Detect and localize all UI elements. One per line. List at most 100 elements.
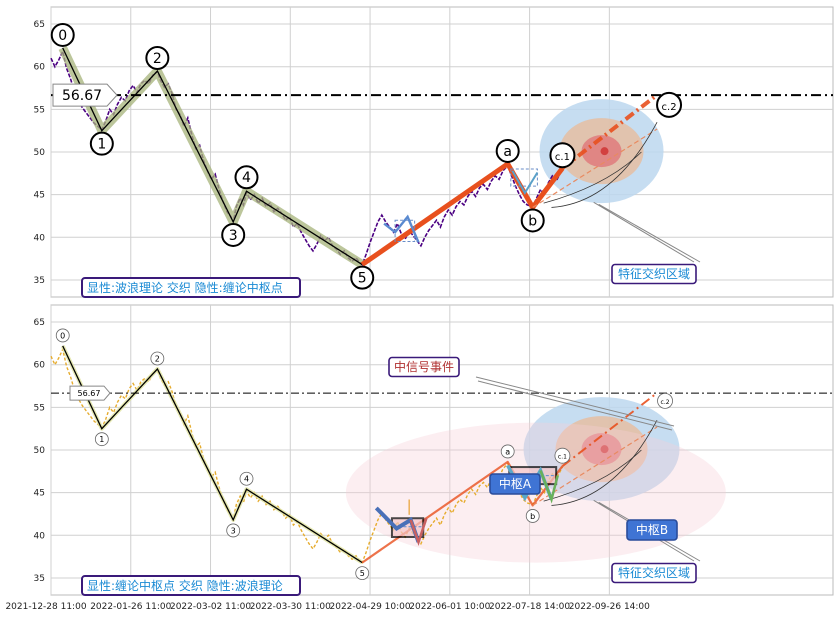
pivot-stroke-b2 [539, 470, 559, 504]
wave-point-5-marker [350, 265, 375, 290]
wave-point-1-marker [94, 432, 109, 447]
wave-point-4: 4 [242, 170, 251, 186]
feature-region-label-box [611, 263, 697, 285]
caption-box [81, 277, 301, 298]
signal-event-label-box [388, 356, 460, 378]
wave-point-c.2-marker [657, 392, 673, 409]
y-tick-label: 65 [34, 318, 45, 328]
wave-point-b-marker [525, 509, 540, 523]
signal-event-label: 中信号事件 [394, 359, 454, 374]
x-tick-label: 2022-01-26 11:00 [90, 602, 171, 612]
y-tick-label: 40 [34, 531, 46, 541]
guide-arc [543, 151, 642, 204]
wave-point-2-marker [145, 45, 170, 70]
wave-point-0-marker [55, 328, 70, 343]
wave-point-4-marker [239, 471, 254, 486]
caption-box [81, 575, 301, 596]
wave-point-3-marker [221, 222, 246, 247]
wave-point-5-marker [355, 566, 370, 580]
wave-point-2: 2 [153, 51, 162, 67]
x-axis: 2021-12-28 11:00 2022-01-26 11:002022-03-… [5, 602, 650, 612]
signal-event-arrow [475, 376, 675, 431]
pivot-stroke [383, 214, 420, 243]
wave-point-c.2: c.2 [661, 399, 670, 406]
x-tick-label: 2021-12-28 11:00 [5, 602, 86, 612]
panel-bottom: 3540455055606556.67012345abc.1c.2显性:缠论中枢… [34, 304, 834, 596]
wave-point-a-marker [495, 138, 520, 163]
y-tick-label: 50 [34, 148, 46, 158]
x-tick-label: 2022-04-29 10:00 [330, 602, 411, 612]
wave-point-3: 3 [229, 228, 238, 244]
pivot-a-label: 中枢A [499, 476, 532, 491]
wave-point-b: b [530, 512, 535, 521]
wave-point-5: 5 [360, 569, 365, 578]
y-tick-label: 40 [34, 233, 46, 243]
wave-point-c.1-marker [549, 142, 576, 169]
pivot-a-label-box [489, 473, 541, 495]
reference-level-tag [52, 83, 118, 107]
impulse-wave-line [62, 47, 363, 266]
projection-line-secondary [532, 128, 658, 208]
y-tick-label: 55 [34, 105, 45, 115]
y-tick-label: 60 [34, 63, 46, 73]
y-tick-label: 45 [34, 191, 45, 201]
panel-caption: 显性:缠论中枢点 交织 隐性:波浪理论 [87, 578, 283, 593]
wave-point-1: 1 [99, 435, 104, 444]
x-tick-label: 2022-09-26 14:00 [569, 602, 650, 612]
wave-point-4: 4 [244, 475, 249, 484]
guide-arc [551, 419, 658, 506]
feature-region-arrow [593, 201, 701, 263]
target-zone-core [600, 445, 609, 454]
wave-point-1-marker [89, 131, 114, 156]
y-tick-label: 60 [34, 361, 46, 371]
wave-point-c.1: c.1 [558, 454, 567, 461]
wave-point-0-marker [50, 22, 75, 47]
pivot-b-label-box [626, 519, 678, 541]
y-tick-label: 35 [34, 276, 45, 286]
pivot-stroke-a2 [409, 517, 428, 546]
guide-arc [543, 449, 642, 502]
y-tick-label: 35 [34, 574, 45, 584]
x-tick-label: 2022-07-18 14:00 [489, 602, 570, 612]
wave-point-c.1-marker [554, 447, 571, 464]
wave-point-a-marker [500, 444, 515, 459]
pivot-stroke [511, 170, 539, 195]
x-tick-label: 2022-03-30 11:00 [250, 602, 331, 612]
wave-point-b: b [528, 213, 537, 229]
y-tick-label: 65 [34, 20, 45, 30]
feature-region-label-box [611, 562, 697, 584]
wave-point-b-marker [520, 208, 545, 233]
wave-point-0: 0 [58, 28, 67, 44]
wave-point-5: 5 [358, 271, 367, 287]
x-tick-label: 2022-06-01 10:00 [409, 602, 490, 612]
y-tick-label: 45 [34, 489, 45, 499]
pivot-zone [510, 168, 538, 187]
impulse-wave-line [62, 345, 363, 564]
pivot-b-label: 中枢B [636, 522, 668, 537]
wave-point-2-marker [150, 351, 165, 366]
guide-arc [551, 121, 658, 208]
wave-point-c.2: c.2 [662, 102, 677, 113]
x-tick-label: 2022-03-02 11:00 [170, 602, 251, 612]
wave-point-3-marker [226, 523, 241, 538]
reference-level-value: 56.67 [62, 88, 102, 104]
panel-top: 3540455055606556.67012345abc.1c.2显性:波浪理论… [34, 6, 834, 298]
reference-level-tag [69, 385, 111, 401]
wave-point-a: a [503, 144, 512, 160]
price-line [50, 48, 564, 266]
reference-level-value: 56.67 [78, 389, 101, 398]
wave-point-a: a [505, 447, 510, 456]
y-tick-label: 50 [34, 446, 46, 456]
feature-region-label: 特征交织区域 [618, 565, 690, 580]
wave-point-1: 1 [97, 137, 106, 153]
target-zone-core [600, 147, 609, 156]
feature-region-label: 特征交织区域 [618, 266, 690, 281]
wave-point-3: 3 [231, 526, 236, 535]
y-tick-label: 55 [34, 403, 45, 413]
wave-point-4-marker [234, 165, 259, 190]
wave-point-c.1: c.1 [555, 152, 570, 163]
wave-point-2: 2 [155, 354, 160, 363]
wave-point-c.2-marker [656, 91, 683, 118]
wave-point-0: 0 [60, 331, 65, 340]
